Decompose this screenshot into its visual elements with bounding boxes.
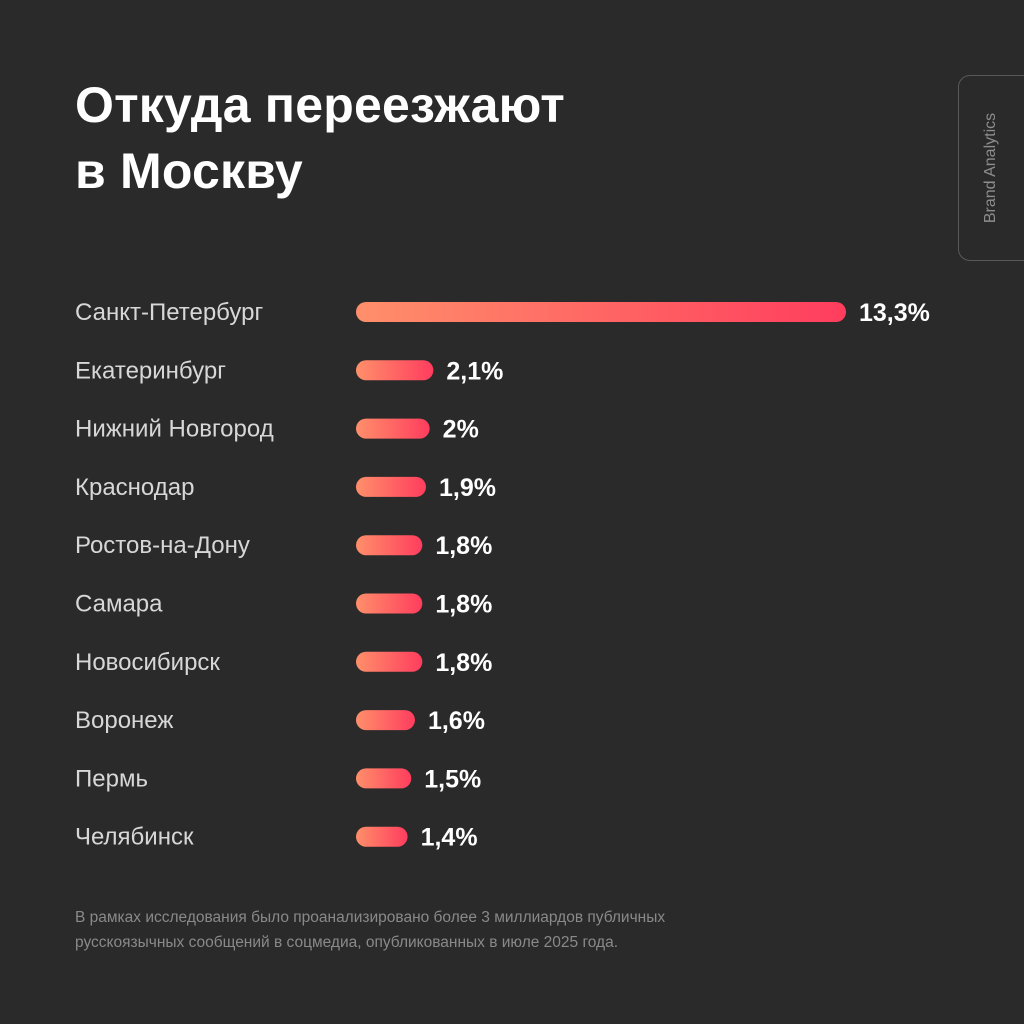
value-label: 1,6% [428,707,485,735]
bar [356,710,415,731]
footnote: В рамках исследования было проанализиров… [75,905,665,955]
category-label: Пермь [75,765,148,792]
category-label: Самара [75,591,163,618]
bar [356,418,430,439]
value-label: 1,8% [435,591,492,619]
value-label: 2,1% [446,357,503,385]
bar [356,476,426,497]
value-label: 1,8% [435,532,492,560]
bars-layer: Санкт-Петербург 13,3% Екатеринбург 2,1% Нижн… [75,299,930,852]
category-label: Санкт-Петербург [75,299,263,326]
value-label: 13,3% [859,299,930,327]
bar [356,651,423,672]
category-label: Новосибирск [75,649,220,676]
category-label: Ростов-на-Дону [75,532,250,559]
value-label: 1,5% [424,765,481,793]
bar [356,768,412,789]
chart-title-line-1: Откуда переезжают [75,77,565,133]
bar [356,593,423,614]
value-label: 2% [443,416,479,444]
category-label: Челябинск [75,824,194,851]
bar [356,360,434,381]
bar [356,535,423,556]
footnote-line-1: В рамках исследования было проанализиров… [75,909,666,926]
bar [356,302,846,322]
chart-title-line-2: в Москву [75,143,303,199]
value-label: 1,4% [421,824,478,852]
value-label: 1,8% [435,649,492,677]
category-label: Краснодар [75,474,194,501]
category-label: Воронеж [75,707,173,734]
category-label: Нижний Новгород [75,416,274,443]
category-label: Екатеринбург [75,357,226,384]
bar [356,826,408,847]
chart-title: Откуда переезжают в Москву [75,72,565,204]
brand-tab [958,75,1024,261]
footnote-line-2: русскоязычных сообщений в соцмедиа, опуб… [75,934,619,951]
value-label: 1,9% [439,474,496,502]
